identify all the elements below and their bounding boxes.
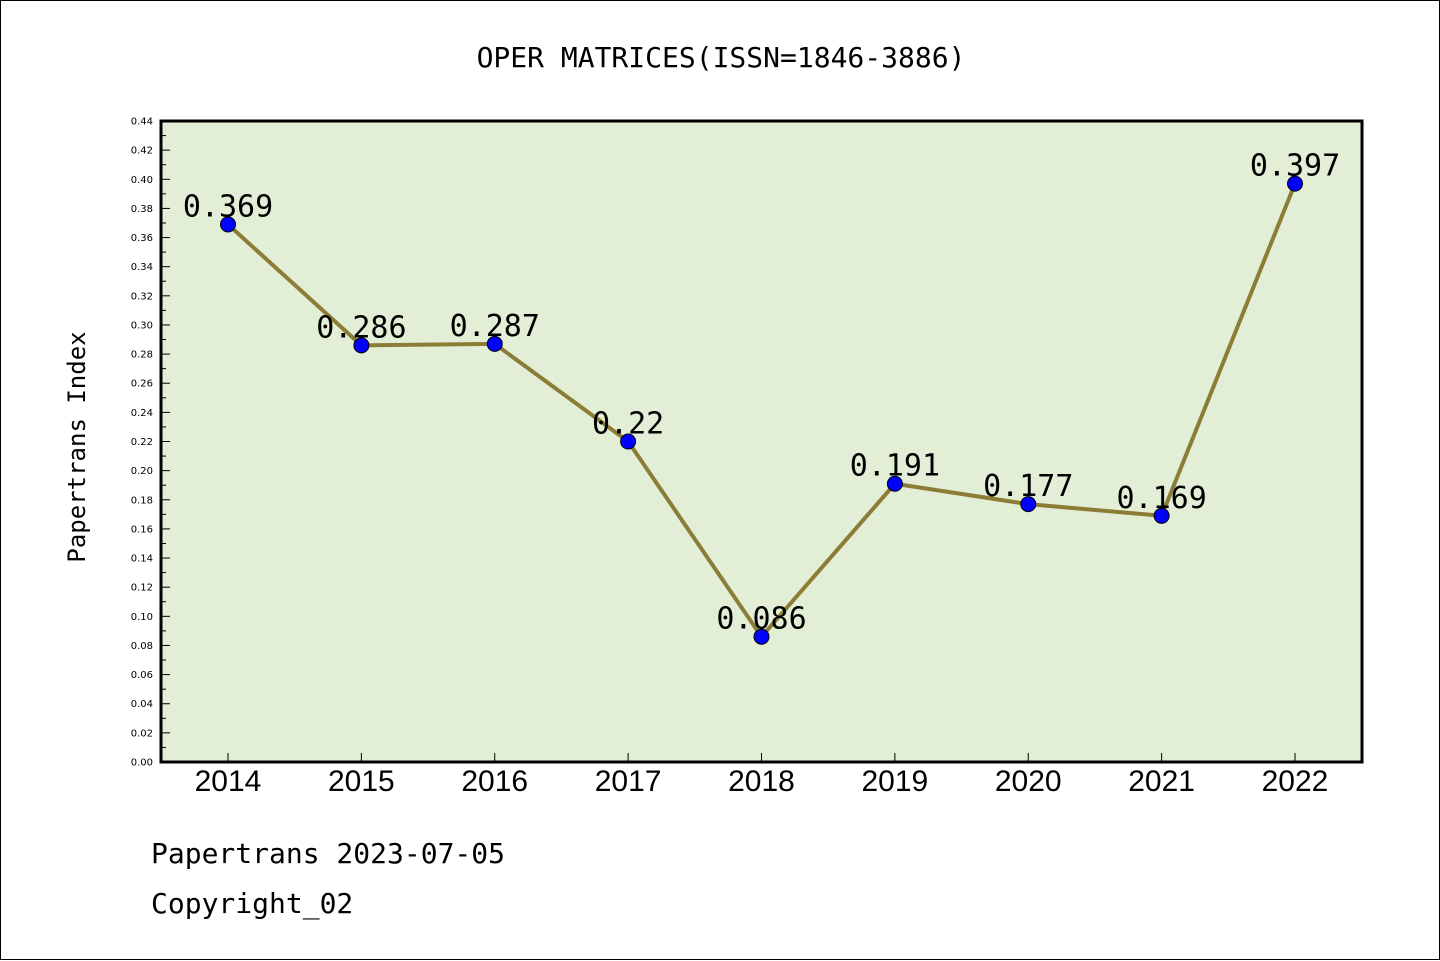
y-tick-label: 0.44 <box>131 117 153 128</box>
data-points <box>220 175 1303 645</box>
x-tick-label: 2016 <box>461 765 528 798</box>
y-tick-label: 0.42 <box>131 146 153 157</box>
data-label: 0.086 <box>716 602 806 637</box>
y-tick-label: 0.14 <box>131 554 153 565</box>
y-tick-label: 0.38 <box>131 204 153 215</box>
x-tick-label: 2014 <box>195 765 262 798</box>
data-point <box>753 628 770 645</box>
y-tick-label: 0.40 <box>131 175 153 186</box>
y-tick-label: 0.06 <box>131 670 153 681</box>
y-tick-label: 0.16 <box>131 524 153 535</box>
footer-copyright: Copyright_02 <box>151 887 354 920</box>
y-tick-label: 0.04 <box>131 699 153 710</box>
y-tick-label: 0.10 <box>131 612 153 623</box>
data-point <box>1153 507 1170 524</box>
data-point <box>886 475 903 492</box>
y-tick-label: 0.08 <box>131 641 153 652</box>
x-tick-label: 2019 <box>862 765 929 798</box>
y-tick-label: 0.18 <box>131 495 153 506</box>
y-tick-label: 0.28 <box>131 350 153 361</box>
data-point <box>353 337 370 354</box>
x-axis-ticks: 2014 2015 2016 2017 2018 2019 2020 2021 2022 <box>195 753 1329 798</box>
data-label: 0.286 <box>316 310 406 345</box>
data-label: 0.369 <box>183 189 273 224</box>
y-tick-label: 0.36 <box>131 233 153 244</box>
y-tick-label: 0.22 <box>131 437 153 448</box>
y-tick-label: 0.26 <box>131 379 153 390</box>
data-label: 0.22 <box>592 407 664 442</box>
data-point <box>1020 496 1037 513</box>
y-tick-label: 0.02 <box>131 728 153 739</box>
y-tick-label: 0.34 <box>131 262 153 273</box>
chart-title: OPER MATRICES(ISSN=1846-3886) <box>477 41 966 74</box>
data-label: 0.177 <box>983 469 1073 504</box>
y-tick-label: 0.24 <box>131 408 153 419</box>
data-label: 0.191 <box>850 449 940 484</box>
footer-date: Papertrans 2023-07-05 <box>151 837 506 870</box>
y-axis-ticks: 0.00 0.02 0.04 0.06 0.08 0.10 0.12 0.14 0.16 0.18… <box>131 117 170 769</box>
data-label: 0.169 <box>1116 481 1206 516</box>
data-point <box>486 335 503 352</box>
data-point <box>620 433 637 450</box>
data-label: 0.397 <box>1250 149 1340 184</box>
plot-area <box>161 121 1362 762</box>
x-tick-label: 2015 <box>328 765 395 798</box>
x-tick-label: 2017 <box>595 765 662 798</box>
data-label: 0.287 <box>450 309 540 344</box>
y-tick-label: 0.30 <box>131 320 153 331</box>
x-tick-label: 2021 <box>1128 765 1195 798</box>
data-point <box>220 216 236 233</box>
y-tick-label: 0.00 <box>131 758 153 769</box>
data-point <box>1287 175 1303 192</box>
y-tick-label: 0.20 <box>131 466 153 477</box>
data-labels: 0.369 0.286 0.287 0.22 0.086 0.191 0.177 0.169 0… <box>183 149 1340 637</box>
x-tick-label: 2018 <box>728 765 795 798</box>
plot-border <box>159 119 1364 764</box>
y-tick-label: 0.12 <box>131 583 153 594</box>
y-tick-label: 0.32 <box>131 291 153 302</box>
x-tick-label: 2022 <box>1262 765 1329 798</box>
y-axis-label: Papertrans Index <box>63 331 91 562</box>
x-tick-label: 2020 <box>995 765 1062 798</box>
